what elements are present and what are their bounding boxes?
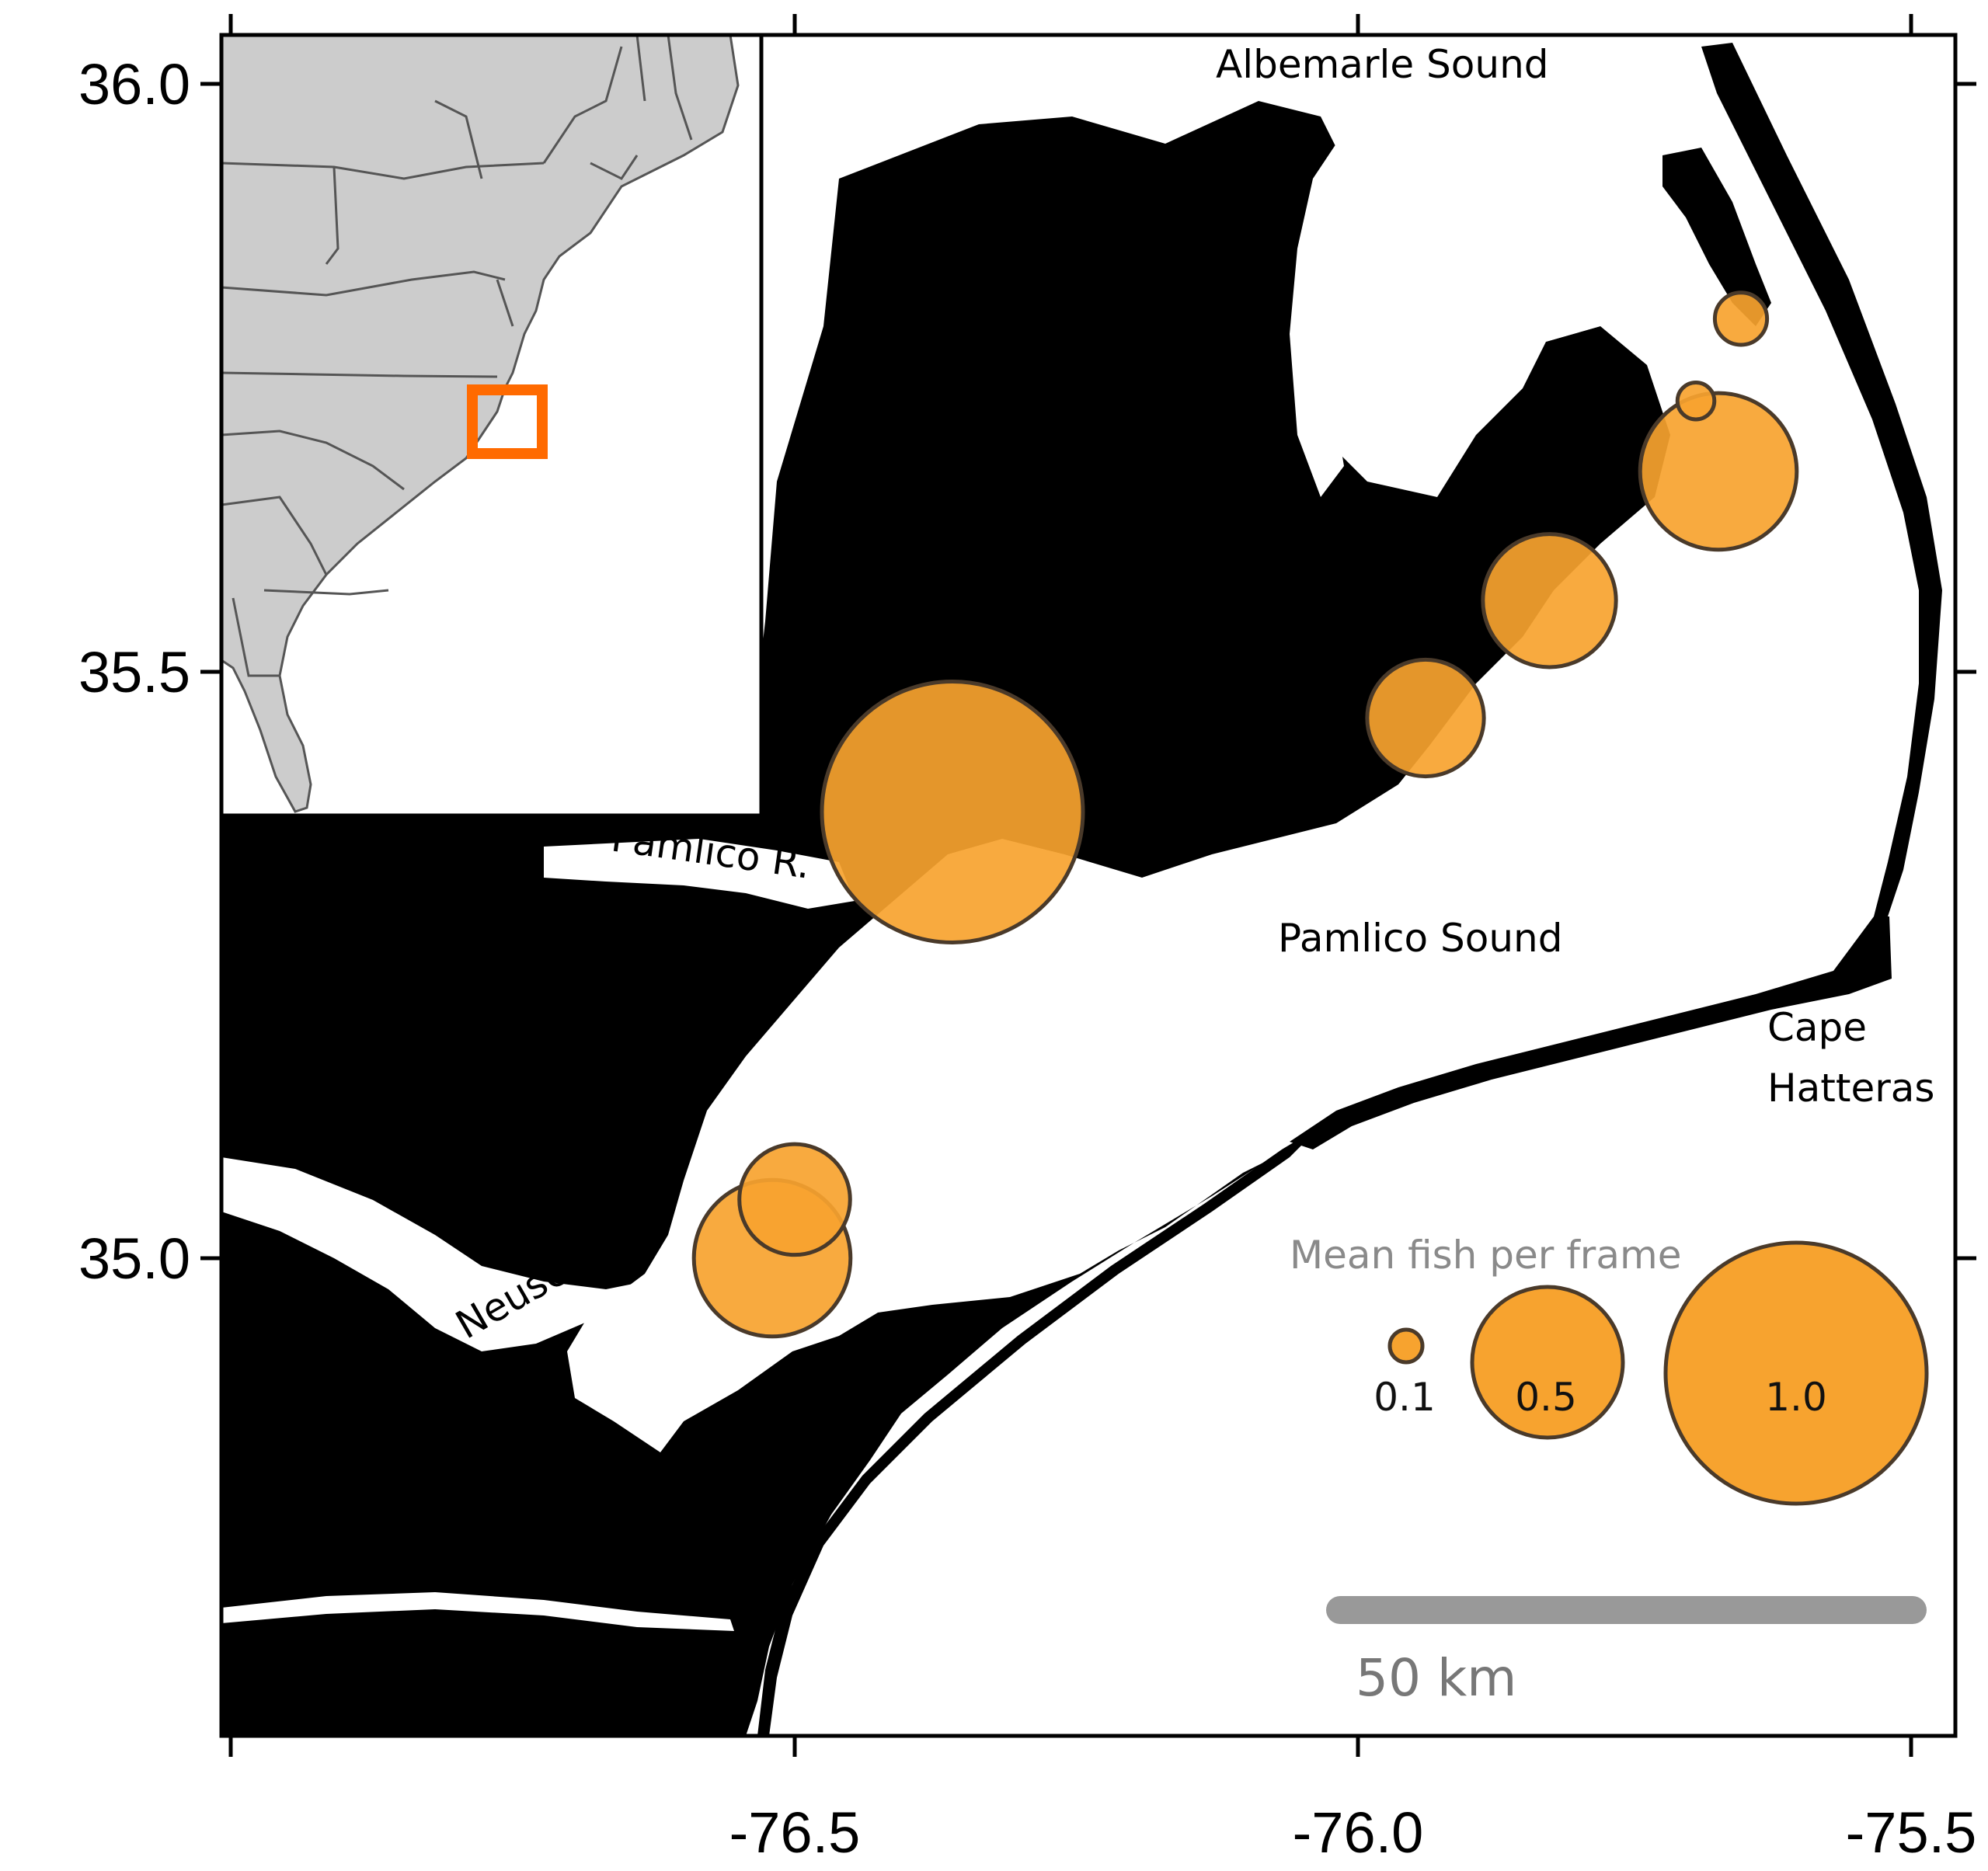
- site-bubble-5: [1712, 290, 1770, 347]
- label-pamlico-sound: Pamlico Sound: [1278, 916, 1562, 961]
- outer-banks-hatteras: [1290, 916, 1892, 1149]
- x-tick-label-0: -76.5: [729, 1800, 861, 1865]
- x-tick-label-2: -75.5: [1846, 1800, 1977, 1865]
- y-tick-label-0: 36.0: [78, 52, 190, 117]
- inset-map: [219, 33, 764, 818]
- site-bubble-0: [820, 679, 1085, 944]
- legend-bubble-0: [1387, 1327, 1425, 1365]
- alligator-river: [1290, 132, 1367, 497]
- site-bubble-3: [1638, 391, 1799, 552]
- scale-bar-label: 50 km: [1356, 1648, 1516, 1708]
- roanoke-island: [1662, 148, 1771, 326]
- legend-title: Mean fish per frame: [1290, 1233, 1681, 1278]
- legend-bubble-2: [1663, 1240, 1929, 1506]
- site-bubble-2: [1481, 532, 1618, 669]
- bogue-banks: [221, 1612, 746, 1662]
- neuse-river: [221, 1157, 785, 1351]
- x-tick-label-1: -76.0: [1293, 1800, 1424, 1865]
- map-frame: [219, 33, 1958, 1738]
- legend-label-2: 1.0: [1765, 1375, 1827, 1420]
- legend-bubble-1: [1470, 1285, 1625, 1440]
- y-tick-label-1: 35.5: [78, 640, 190, 704]
- bogue-sound: [221, 1592, 734, 1631]
- site-bubble-1: [1365, 657, 1486, 779]
- inset-state-borders: [221, 35, 693, 677]
- site-bubble-7: [737, 1142, 852, 1257]
- inset-study-area-box: [467, 384, 548, 459]
- mainland: [221, 101, 1670, 1736]
- pamlico-river: [544, 839, 855, 909]
- label-hatteras: Hatteras: [1767, 1066, 1934, 1111]
- legend-label-0: 0.1: [1373, 1375, 1436, 1420]
- outer-banks-north: [1701, 43, 1942, 916]
- legend: Mean fish per frame 0.1 0.5 1.0: [1290, 1233, 1929, 1506]
- label-albemarle-sound: Albemarle Sound: [1216, 42, 1549, 87]
- label-cape: Cape: [1767, 1005, 1867, 1050]
- site-bubbles: [691, 290, 1799, 1339]
- site-bubble-4: [1675, 380, 1717, 422]
- legend-label-1: 0.5: [1515, 1375, 1577, 1420]
- croatan-sound: [1414, 117, 1639, 342]
- x-axis-ticks: [228, 14, 1913, 1757]
- y-tick-label-2: 35.0: [78, 1226, 190, 1291]
- inset-land: [221, 35, 740, 813]
- y-axis-ticks: [200, 82, 1976, 1261]
